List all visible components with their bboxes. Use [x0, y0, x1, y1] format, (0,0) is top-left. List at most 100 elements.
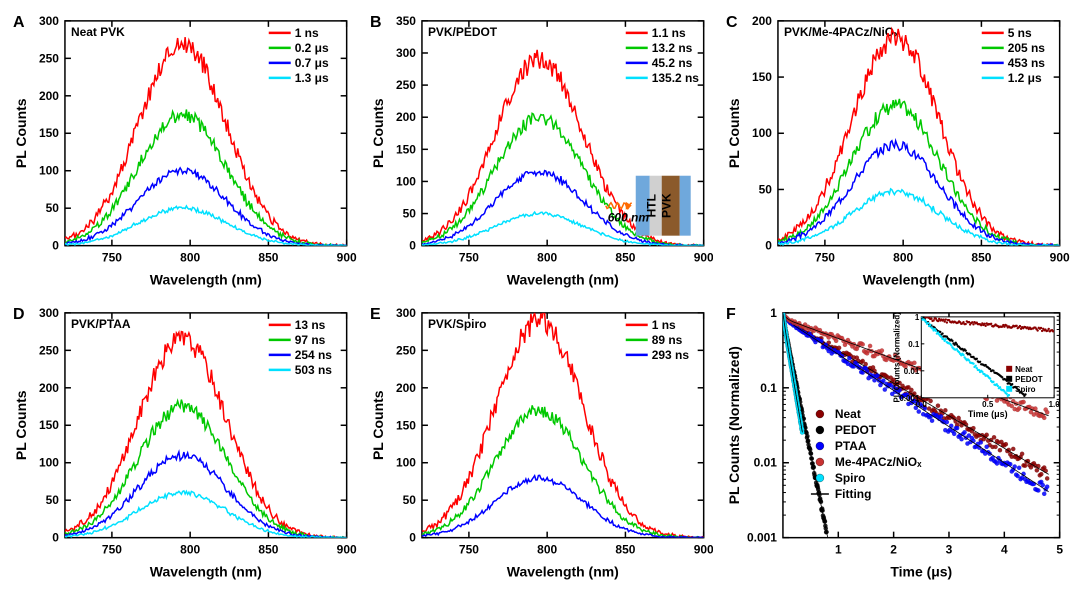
svg-text:50: 50 [402, 207, 416, 221]
svg-text:Me-4PACz/NiOₓ: Me-4PACz/NiOₓ [835, 454, 922, 468]
svg-text:850: 850 [972, 251, 992, 265]
svg-text:300: 300 [396, 305, 416, 319]
svg-text:Neat PVK: Neat PVK [71, 25, 125, 39]
panel-f: 0.001 0.01 0.1 1 1 2 3 4 5 Time (μs) PL Counts (No… [723, 302, 1070, 584]
svg-text:0.01: 0.01 [754, 455, 778, 469]
svg-text:5: 5 [1057, 542, 1064, 556]
svg-text:1 ns: 1 ns [651, 317, 675, 331]
svg-text:200: 200 [39, 89, 59, 103]
svg-text:100: 100 [396, 455, 416, 469]
svg-text:PEDOT: PEDOT [835, 423, 877, 437]
svg-text:0: 0 [409, 530, 416, 544]
svg-text:300: 300 [396, 46, 416, 60]
svg-text:Time (μs): Time (μs) [968, 408, 1008, 418]
svg-text:750: 750 [102, 542, 122, 556]
svg-text:800: 800 [537, 251, 557, 265]
svg-text:900: 900 [337, 542, 357, 556]
svg-text:250: 250 [39, 51, 59, 65]
svg-text:150: 150 [39, 418, 59, 432]
svg-text:850: 850 [615, 542, 635, 556]
svg-text:0: 0 [52, 530, 59, 544]
svg-text:200: 200 [752, 14, 772, 28]
svg-text:300: 300 [39, 14, 59, 28]
panel-a: 050100150200250300750800850900Wavelength… [10, 10, 357, 292]
svg-text:850: 850 [615, 251, 635, 265]
svg-text:800: 800 [893, 251, 913, 265]
svg-text:1: 1 [835, 542, 842, 556]
svg-text:800: 800 [537, 542, 557, 556]
svg-text:PVK/PTAA: PVK/PTAA [71, 316, 131, 330]
svg-text:3: 3 [946, 542, 953, 556]
svg-text:100: 100 [396, 174, 416, 188]
svg-text:PL Counts: PL Counts [370, 98, 386, 168]
svg-text:PVK: PVK [659, 193, 673, 218]
figure-grid: 050100150200250300750800850900Wavelength… [10, 10, 1070, 583]
svg-text:135.2 ns: 135.2 ns [651, 71, 699, 85]
svg-text:0.1: 0.1 [909, 339, 921, 348]
svg-text:PL Counts (Normalized): PL Counts (Normalized) [893, 311, 902, 402]
svg-text:F: F [726, 305, 736, 322]
svg-text:0: 0 [52, 239, 59, 253]
svg-text:PL Counts: PL Counts [13, 98, 29, 168]
svg-text:100: 100 [39, 164, 59, 178]
svg-text:0.7 μs: 0.7 μs [295, 56, 329, 70]
svg-text:250: 250 [396, 343, 416, 357]
svg-text:Spiro: Spiro [1015, 384, 1036, 393]
svg-text:PL Counts (Normalized): PL Counts (Normalized) [726, 346, 742, 504]
svg-text:250: 250 [39, 343, 59, 357]
svg-text:0.001: 0.001 [747, 530, 777, 544]
svg-text:1.2 μs: 1.2 μs [1008, 71, 1042, 85]
svg-text:PTAA: PTAA [835, 438, 867, 452]
svg-text:0: 0 [409, 239, 416, 253]
svg-text:45.2 ns: 45.2 ns [651, 56, 692, 70]
svg-text:150: 150 [396, 418, 416, 432]
svg-text:1: 1 [771, 305, 778, 319]
svg-text:Fitting: Fitting [835, 486, 872, 500]
svg-text:800: 800 [180, 251, 200, 265]
svg-text:Wavelength (nm): Wavelength (nm) [863, 272, 975, 288]
svg-text:Neat: Neat [1015, 364, 1033, 373]
svg-text:254 ns: 254 ns [295, 347, 333, 361]
svg-text:13.2 ns: 13.2 ns [651, 41, 692, 55]
svg-text:PL Counts: PL Counts [370, 390, 386, 460]
svg-text:1 ns: 1 ns [295, 26, 319, 40]
svg-text:205 ns: 205 ns [1008, 41, 1046, 55]
svg-text:293 ns: 293 ns [651, 347, 689, 361]
svg-text:900: 900 [693, 542, 713, 556]
svg-text:89 ns: 89 ns [651, 332, 682, 346]
svg-text:750: 750 [459, 251, 479, 265]
svg-text:200: 200 [396, 110, 416, 124]
svg-text:Neat: Neat [835, 407, 861, 421]
svg-text:300: 300 [39, 305, 59, 319]
svg-text:E: E [370, 305, 381, 322]
svg-text:50: 50 [46, 201, 60, 215]
svg-text:800: 800 [180, 542, 200, 556]
svg-text:2: 2 [891, 542, 898, 556]
svg-text:850: 850 [258, 251, 278, 265]
svg-text:750: 750 [459, 542, 479, 556]
svg-text:Wavelength (nm): Wavelength (nm) [150, 563, 262, 579]
svg-text:503 ns: 503 ns [295, 362, 333, 376]
svg-text:PVK/Spiro: PVK/Spiro [428, 316, 487, 330]
svg-text:5 ns: 5 ns [1008, 26, 1032, 40]
svg-text:0.2 μs: 0.2 μs [295, 41, 329, 55]
svg-text:900: 900 [1050, 251, 1070, 265]
svg-text:D: D [13, 305, 25, 322]
svg-text:750: 750 [815, 251, 835, 265]
svg-text:350: 350 [396, 14, 416, 28]
svg-text:Wavelength (nm): Wavelength (nm) [506, 563, 618, 579]
svg-text:1.1 ns: 1.1 ns [651, 26, 685, 40]
svg-text:4: 4 [1001, 542, 1008, 556]
svg-text:1.0: 1.0 [1049, 399, 1061, 408]
svg-text:100: 100 [39, 455, 59, 469]
svg-text:PVK/PEDOT: PVK/PEDOT [428, 25, 498, 39]
svg-text:600 nm: 600 nm [607, 211, 649, 225]
svg-text:B: B [370, 14, 382, 31]
svg-text:PL Counts: PL Counts [726, 98, 742, 168]
panel-c: 050100150200750800850900Wavelength (nm)P… [723, 10, 1070, 292]
svg-text:453 ns: 453 ns [1008, 56, 1046, 70]
svg-text:150: 150 [39, 126, 59, 140]
svg-text:750: 750 [102, 251, 122, 265]
panel-b: 050100150200250300350750800850900Wavelen… [367, 10, 714, 292]
svg-text:900: 900 [337, 251, 357, 265]
